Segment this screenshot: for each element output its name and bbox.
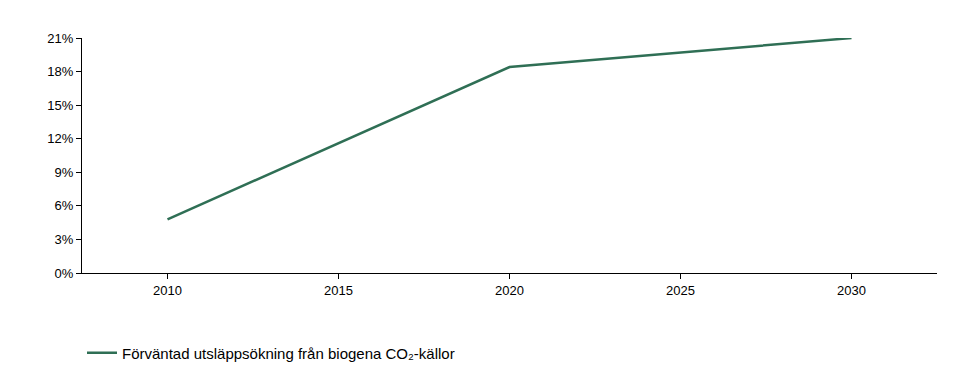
svg-text:2030: 2030 — [837, 283, 866, 298]
svg-text:9%: 9% — [55, 165, 74, 180]
svg-text:6%: 6% — [55, 198, 74, 213]
svg-text:0%: 0% — [55, 266, 74, 281]
svg-text:Förväntad utsläppsökning från: Förväntad utsläppsökning från biogena CO… — [122, 345, 455, 362]
svg-text:15%: 15% — [47, 98, 73, 113]
svg-text:2020: 2020 — [495, 283, 524, 298]
svg-text:21%: 21% — [47, 31, 73, 46]
svg-text:2015: 2015 — [324, 283, 353, 298]
svg-text:18%: 18% — [47, 64, 73, 79]
svg-text:2025: 2025 — [666, 283, 695, 298]
svg-text:3%: 3% — [55, 232, 74, 247]
svg-text:12%: 12% — [47, 131, 73, 146]
svg-text:2010: 2010 — [153, 283, 182, 298]
